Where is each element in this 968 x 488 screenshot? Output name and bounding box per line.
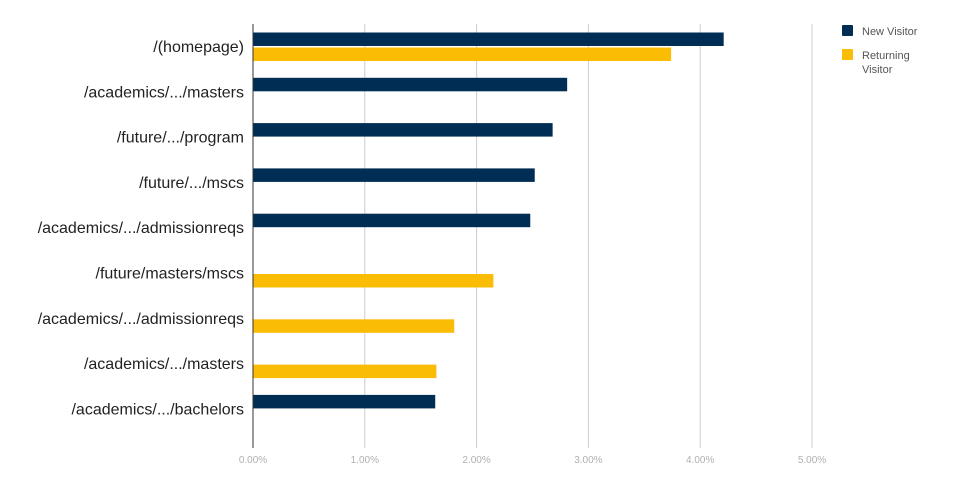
- x-tick-label: 3.00%: [574, 455, 602, 466]
- bar-new-visitor: [253, 168, 535, 182]
- bar-returning-visitor: [253, 47, 672, 61]
- bar-new-visitor: [253, 77, 568, 92]
- bar-returning-visitor: [253, 364, 437, 379]
- legend-swatch: [842, 49, 853, 60]
- category-label: /academics/.../masters: [84, 356, 244, 373]
- x-tick-label: 5.00%: [798, 455, 826, 466]
- category-label: /academics/.../admissionreqs: [38, 311, 244, 328]
- category-label: /(homepage): [153, 39, 244, 56]
- category-label: /future/.../mscs: [139, 175, 244, 192]
- bar-new-visitor: [253, 213, 531, 228]
- category-label: /academics/.../admissionreqs: [38, 220, 244, 237]
- bar-new-visitor: [253, 123, 553, 137]
- bar-returning-visitor: [253, 274, 494, 288]
- bar-new-visitor: [253, 394, 436, 409]
- legend-swatch: [842, 25, 853, 36]
- x-tick-label: 4.00%: [686, 455, 714, 466]
- legend-label: Visitor: [862, 64, 893, 76]
- bar-new-visitor: [253, 32, 724, 46]
- bar-returning-visitor: [253, 319, 455, 333]
- category-label: /future/masters/mscs: [96, 266, 244, 283]
- category-label: /academics/.../masters: [84, 84, 244, 101]
- legend-label: New Visitor: [862, 26, 918, 38]
- category-label: /academics/.../bachelors: [71, 401, 244, 418]
- legend-label: Returning: [862, 50, 910, 62]
- x-tick-label: 1.00%: [351, 455, 379, 466]
- x-tick-label: 2.00%: [462, 455, 490, 466]
- x-tick-label: 0.00%: [239, 455, 267, 466]
- category-label: /future/.../program: [117, 130, 244, 147]
